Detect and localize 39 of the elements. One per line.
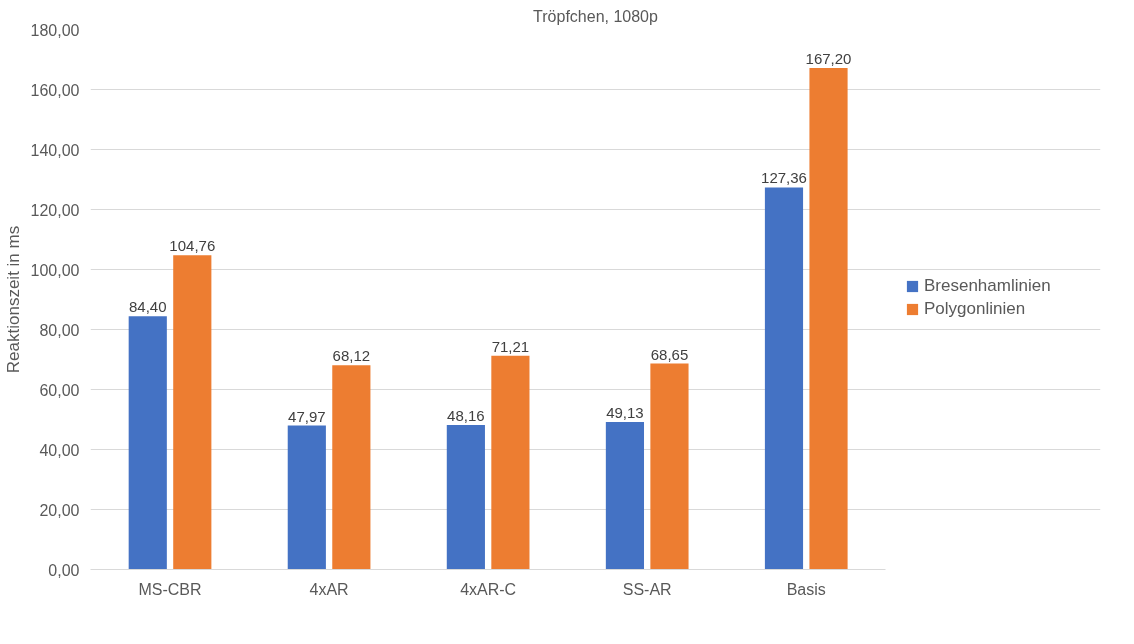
x-tick-label: 4xAR-C [460,580,517,598]
chart-title: Tröpfchen, 1080p [533,7,659,25]
bar [446,425,485,570]
bar [332,365,371,570]
data-label: 49,13 [606,404,644,422]
y-axis-title: Reaktionszeit in ms [3,225,23,374]
x-tick-label: 4xAR [309,580,349,598]
y-tick-label: 120,00 [30,201,80,219]
data-label: 71,21 [491,337,530,355]
y-tick-label: 0,00 [48,561,80,579]
data-label: 104,76 [169,237,216,255]
data-label: 84,40 [128,298,167,316]
bar [650,363,689,570]
x-tick-label: Basis [786,580,826,598]
data-label: 167,20 [805,49,852,67]
data-label: 47,97 [288,407,326,425]
y-tick-label: 40,00 [39,441,80,459]
bar [128,316,167,570]
x-tick-label: MS-CBR [138,580,202,598]
y-tick-label: 160,00 [30,81,80,99]
y-tick-label: 140,00 [30,141,80,159]
x-tick-label: SS-AR [622,580,672,598]
bar [605,422,645,570]
legend-label: Bresenhamlinien [924,276,1051,296]
bar [173,255,212,570]
data-label: 68,65 [650,345,689,363]
bar [764,187,804,570]
y-tick-label: 80,00 [39,321,80,339]
legend-label: Polygonlinien [924,299,1026,319]
data-label: 68,12 [332,347,371,365]
bar [809,67,848,570]
bar [287,425,326,570]
y-tick-label: 180,00 [30,21,80,39]
bar [491,355,530,570]
y-tick-label: 100,00 [30,261,80,279]
y-tick-label: 60,00 [39,381,80,399]
data-label: 127,36 [761,169,807,187]
data-label: 48,16 [447,407,485,425]
y-tick-label: 20,00 [39,501,80,519]
